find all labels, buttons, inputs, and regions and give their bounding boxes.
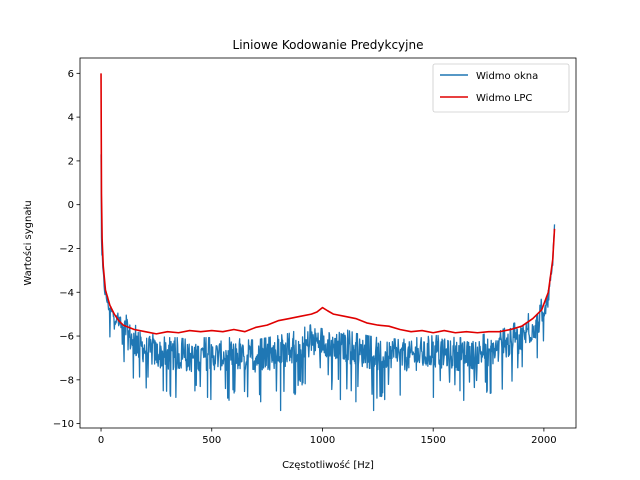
legend-box <box>432 63 570 113</box>
y-tick-label: 6 <box>68 69 74 80</box>
plot-area <box>79 57 577 429</box>
x-tick-label: 2000 <box>531 435 556 446</box>
axes-frame <box>79 57 577 429</box>
y-tick-label: −6 <box>59 332 74 343</box>
y-tick-label: −8 <box>59 375 74 386</box>
y-axis: −10 −8 −6 −4 −2 0 2 4 6 <box>53 69 80 430</box>
series-line-widmo-lpc <box>100 73 556 335</box>
x-tick-label: 1000 <box>310 435 335 446</box>
y-tick-label: −2 <box>59 244 74 255</box>
series-layer <box>100 73 556 412</box>
x-tick-label: 1500 <box>420 435 445 446</box>
y-tick-label: 4 <box>68 113 74 124</box>
legend-label-widmo-lpc: Widmo LPC <box>476 93 532 104</box>
legend-label-widmo-okna: Widmo okna <box>476 71 538 82</box>
series-line-widmo-okna <box>100 154 556 412</box>
y-axis-label: Wartości sygnału <box>22 200 34 285</box>
x-tick-label: 500 <box>202 435 221 446</box>
x-tick-label: 0 <box>98 435 104 446</box>
legend: Widmo okna Widmo LPC <box>432 63 570 113</box>
chart-title: Liniowe Kodowanie Predykcyjne <box>233 38 424 52</box>
x-axis: 0 500 1000 1500 2000 <box>98 428 557 446</box>
y-tick-label: −4 <box>59 288 74 299</box>
y-tick-label: 2 <box>68 156 74 167</box>
y-tick-label: 0 <box>68 200 74 211</box>
y-tick-label: −10 <box>53 419 74 430</box>
x-axis-label: Częstotliwość [Hz] <box>282 459 374 471</box>
